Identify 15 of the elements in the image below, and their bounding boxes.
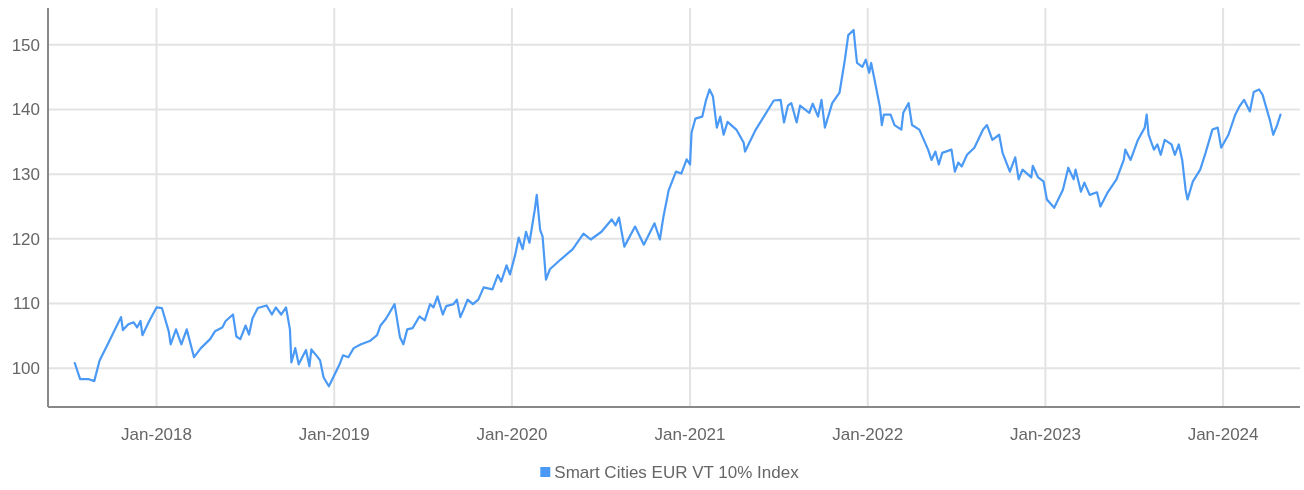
y-tick-label: 110 (12, 294, 40, 314)
x-tick-label: Jan-2022 (832, 425, 904, 444)
x-tick-label: Jan-2021 (654, 425, 726, 444)
legend-label: Smart Cities EUR VT 10% Index (554, 463, 800, 482)
line-series (73, 28, 1282, 388)
x-tick-label: Jan-2020 (476, 425, 548, 444)
y-tick-label: 130 (11, 165, 40, 185)
x-tick-label: Jan-2018 (121, 425, 192, 444)
x-tick-label: Jan-2023 (1009, 425, 1081, 444)
y-tick-label: 150 (11, 35, 40, 55)
y-tick-label: 100 (11, 359, 40, 379)
x-tick-label: Jan-2019 (298, 425, 370, 444)
x-tick-label: Jan-2024 (1187, 425, 1259, 444)
y-tick-label: 140 (11, 100, 40, 120)
y-tick-label: 120 (11, 229, 40, 249)
